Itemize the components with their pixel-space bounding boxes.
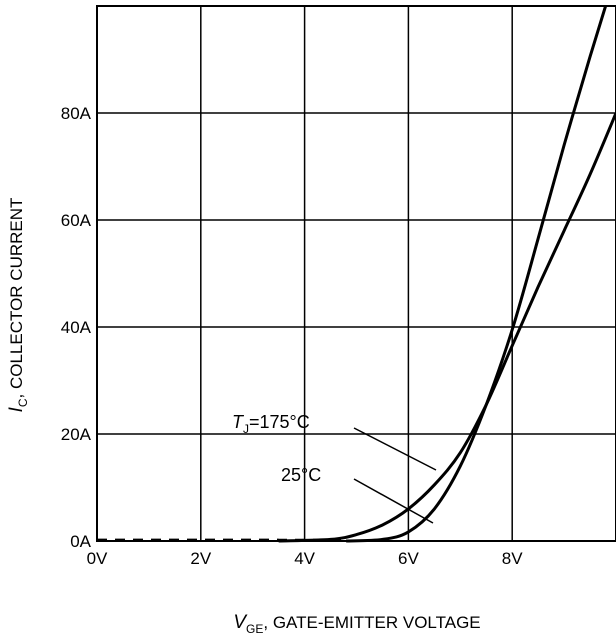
y-tick-label: 20A — [61, 425, 92, 444]
annotation-175c-rest: =175°C — [249, 412, 310, 432]
annotation-175c-subscript: J — [243, 422, 249, 436]
annotation-175c: TJ=175°C — [232, 412, 310, 436]
x-tick-label: 2V — [190, 549, 211, 568]
y-axis-label: IC, COLLECTOR CURRENT — [6, 198, 30, 413]
series-line-25c — [346, 5, 608, 543]
x-tick-label: 0V — [87, 549, 108, 568]
y-tick-label: 60A — [61, 211, 92, 230]
y-axis-text: , COLLECTOR CURRENT — [7, 198, 26, 399]
x-tick-label: 8V — [502, 549, 523, 568]
plot-frame — [96, 5, 616, 542]
annotation-175c-symbol: T — [232, 412, 245, 432]
grid-lines — [97, 6, 616, 541]
x-tick-labels: 0V 2V 4V 6V 8V — [87, 549, 524, 568]
x-tick-label: 4V — [294, 549, 315, 568]
y-tick-label: 0A — [70, 532, 91, 551]
series-line-175c — [278, 112, 616, 543]
annotation-25c: 25°C — [281, 465, 321, 485]
annotation-175c-leader — [353, 427, 437, 471]
y-axis-symbol: I — [6, 406, 27, 412]
x-axis-text: , GATE-EMITTER VOLTAGE — [263, 613, 480, 632]
y-axis-subscript: C — [16, 398, 30, 407]
series-layer — [97, 5, 616, 543]
x-axis-label: VGE, GATE-EMITTER VOLTAGE — [233, 612, 480, 636]
x-axis-subscript: GE — [246, 622, 263, 636]
x-axis-symbol: V — [233, 612, 248, 633]
annotation-25c-leader — [353, 478, 434, 524]
y-tick-label: 40A — [61, 318, 92, 337]
y-tick-label: 80A — [61, 104, 92, 123]
x-tick-label: 6V — [398, 549, 419, 568]
y-tick-labels: 0A 20A 40A 60A 80A — [61, 104, 92, 551]
